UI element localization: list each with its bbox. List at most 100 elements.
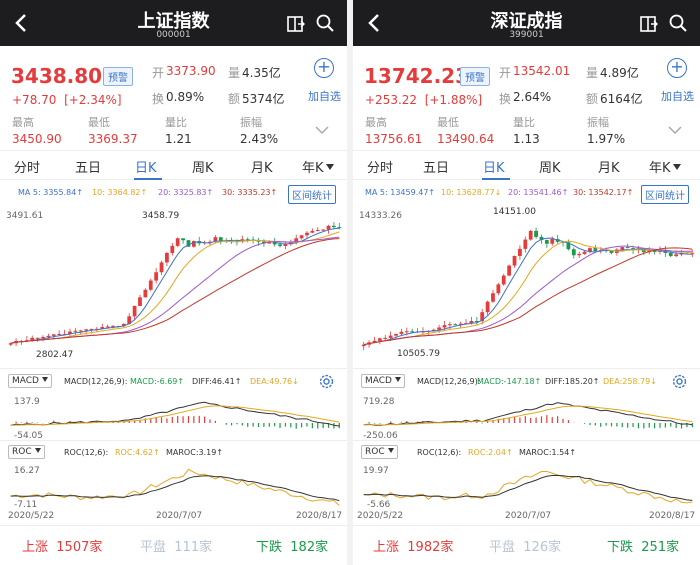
tab-weekly-k[interactable]: 周K (539, 161, 561, 176)
share-icon[interactable] (286, 14, 306, 34)
high-label: 最高 (365, 116, 387, 129)
candle-body (453, 324, 458, 326)
amplitude-value: 1.97% (587, 132, 626, 146)
candle-body (480, 312, 485, 322)
candle-body (315, 229, 320, 231)
alert-button[interactable]: 预警 (460, 67, 490, 86)
dea-value: DEA:49.76↓ (250, 377, 299, 386)
candle-body (100, 327, 105, 329)
price-change: +78.70 [+2.34%] (12, 93, 122, 107)
tab-yearly-k[interactable]: 年K (302, 157, 334, 176)
chevron-down-icon (672, 164, 681, 170)
roc-top-label: 16.27 (14, 466, 40, 476)
indicator-selector-macd[interactable]: MACD (361, 374, 405, 388)
rise-label: 上涨 (22, 540, 49, 555)
macd-top-label: 719.28 (363, 397, 395, 407)
settings-icon[interactable] (318, 373, 335, 390)
candle-body (674, 254, 679, 257)
tab-weekly-k[interactable]: 周K (192, 161, 214, 176)
candle-body (496, 284, 501, 294)
candle-body (283, 244, 288, 247)
candle-body (609, 250, 614, 253)
add-icon[interactable]: + (314, 58, 334, 78)
flat-count: 平盘 111家 (140, 536, 212, 555)
header-bar: 上证指数 000001 (0, 0, 347, 46)
tab-five-day[interactable]: 五日 (423, 161, 450, 176)
date-axis: 2020/5/22 2020/7/07 2020/8/17 (353, 511, 700, 523)
back-icon[interactable] (10, 11, 34, 35)
roc-top-label: 19.97 (363, 466, 389, 476)
open-label: 开 (152, 66, 165, 80)
axis-top-label: 3491.61 (6, 211, 43, 221)
roc-value: ROC:4.62↑ (115, 448, 160, 457)
turnover-label: 换 (152, 92, 165, 106)
candle-body (310, 230, 315, 233)
fall-value: 251家 (641, 540, 680, 555)
low-label: 最低 (437, 116, 459, 129)
kline-chart[interactable]: 3491.61 3458.79 2802.47 (0, 204, 347, 368)
candle-body (213, 237, 218, 242)
search-icon[interactable] (315, 13, 335, 33)
alert-button[interactable]: 预警 (103, 67, 133, 86)
share-icon[interactable] (639, 14, 659, 34)
expand-icon[interactable] (667, 124, 683, 136)
candle-body (485, 301, 490, 313)
tab-intraday[interactable]: 分时 (14, 161, 41, 176)
kline-chart[interactable]: 14333.26 14151.00 10505.79 (353, 204, 700, 368)
vol-ratio-label: 量比 (513, 116, 535, 129)
settings-icon[interactable] (671, 373, 688, 390)
tab-daily-k[interactable]: 日K (483, 161, 505, 176)
dea-line (363, 405, 693, 426)
tab-daily-k[interactable]: 日K (135, 161, 157, 176)
back-icon[interactable] (363, 11, 387, 35)
candle-body (571, 249, 576, 256)
range-stats-button[interactable]: 区间统计 (641, 185, 689, 204)
quote-summary: 3438.80 预警 +78.70 [+2.34%] 开 3373.90 量 4… (0, 46, 347, 150)
diff-value: DIFF:46.41↑ (192, 377, 242, 386)
add-watchlist-button[interactable]: 加自选 (661, 90, 694, 103)
candle-body (267, 241, 272, 244)
candle-body (388, 335, 393, 338)
candle-body (305, 232, 309, 236)
range-stats-button[interactable]: 区间统计 (288, 185, 336, 204)
indicator-selector-macd[interactable]: MACD (8, 374, 52, 388)
tab-monthly-k[interactable]: 月K (251, 161, 273, 176)
fall-value: 182家 (290, 540, 329, 555)
volume-value: 4.89亿 (600, 66, 639, 80)
ma20-label: 20: 13541.46↑ (508, 188, 569, 197)
date-mid: 2020/7/07 (156, 511, 203, 521)
expand-icon[interactable] (314, 124, 330, 136)
tab-monthly-k[interactable]: 月K (598, 161, 620, 176)
candle-body (41, 336, 45, 338)
search-icon[interactable] (668, 13, 688, 33)
add-watchlist-button[interactable]: 加自选 (308, 90, 341, 103)
candle-body (507, 265, 512, 276)
period-tabs: 分时 五日 日K 周K 月K 年K (0, 150, 347, 180)
min-label: 10505.79 (397, 349, 440, 359)
roc-params: ROC(12,6): (417, 448, 462, 457)
macd-header: MACD MACD(12,26,9): MACD:-6.69↑ DIFF:46.… (0, 373, 347, 391)
change-percent: [+2.34%] (64, 93, 122, 107)
axis-top-label: 14333.26 (359, 211, 402, 221)
candle-body (105, 326, 110, 328)
candle-body (539, 236, 544, 241)
quote-summary: 13742.23 预警 +253.22 [+1.88%] 开 13542.01 … (353, 46, 700, 150)
indicator-selector-roc[interactable]: ROC (8, 445, 45, 459)
flat-value: 126家 (523, 540, 562, 555)
candle-body (372, 340, 377, 343)
tab-yearly-k[interactable]: 年K (649, 157, 681, 176)
active-tab-indicator (134, 178, 162, 180)
rise-count: 上涨 1982家 (373, 536, 453, 555)
tab-intraday[interactable]: 分时 (367, 161, 394, 176)
add-icon[interactable]: + (667, 58, 687, 78)
candle-body (448, 324, 452, 326)
roc-chart: 16.27 -7.11 (10, 466, 340, 510)
macd-header: MACD MACD(12,26,9): MACD:-147.18↑ DIFF:1… (353, 373, 700, 391)
roc-series (10, 468, 340, 506)
candle-body (57, 334, 62, 336)
date-end: 2020/8/17 (296, 511, 343, 521)
tab-five-day[interactable]: 五日 (75, 161, 102, 176)
volume-label: 量 (586, 66, 599, 80)
indicator-selector-roc[interactable]: ROC (361, 445, 398, 459)
candle-body (245, 239, 250, 241)
